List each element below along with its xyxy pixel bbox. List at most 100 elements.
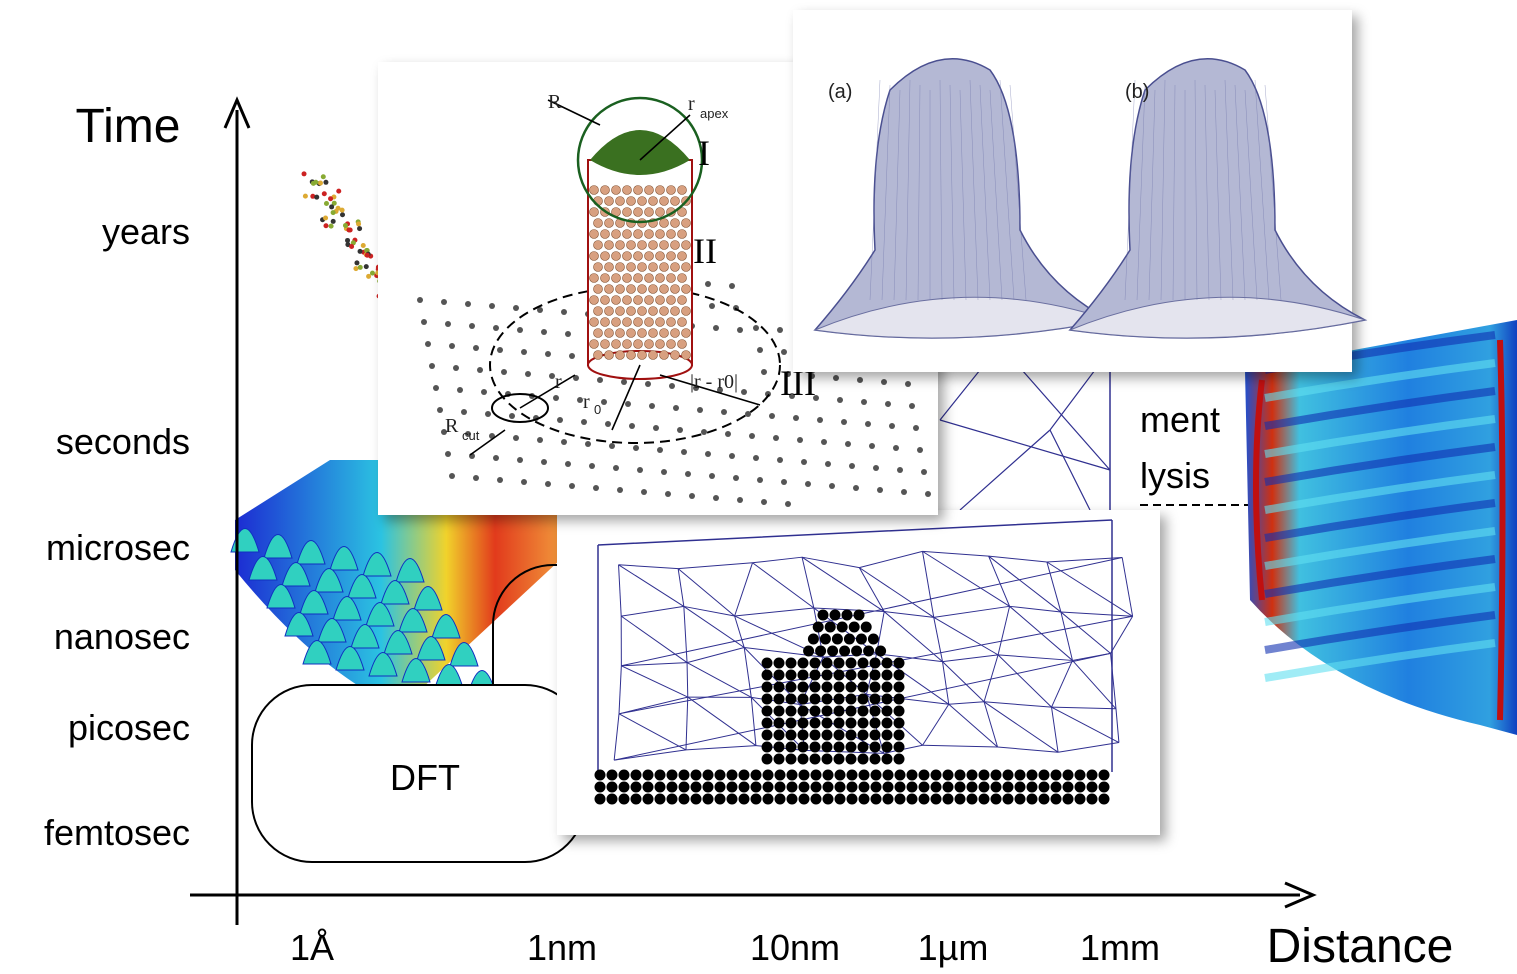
atom (774, 754, 785, 765)
lattice-atom (509, 413, 515, 419)
atom (679, 794, 690, 805)
atom (1075, 782, 1086, 793)
atom (619, 770, 630, 781)
lattice-atom (597, 377, 603, 383)
tip-atom (671, 351, 680, 360)
y-tick-label: years (102, 211, 190, 252)
atom (871, 770, 882, 781)
atom (810, 694, 821, 705)
tip-label: r (583, 391, 590, 413)
lattice-atom (545, 481, 551, 487)
lattice-atom (773, 435, 779, 441)
lattice-atom (797, 437, 803, 443)
atom (762, 694, 773, 705)
atom (786, 718, 797, 729)
lattice-atom (609, 443, 615, 449)
atom (595, 794, 606, 805)
lattice-atom (485, 411, 491, 417)
atom (774, 718, 785, 729)
tip-atom (627, 241, 636, 250)
atom (1087, 770, 1098, 781)
atom (691, 770, 702, 781)
atom (798, 670, 809, 681)
atom (798, 658, 809, 669)
atom (822, 742, 833, 753)
atom (851, 646, 862, 657)
atom (810, 730, 821, 741)
lattice-atom (681, 449, 687, 455)
lattice-atom (705, 451, 711, 457)
lattice-atom (845, 441, 851, 447)
tip-atom (612, 318, 621, 327)
atom (811, 794, 822, 805)
atom (1003, 770, 1014, 781)
tip-atom (634, 208, 643, 217)
lattice-atom (621, 379, 627, 385)
atom (825, 622, 836, 633)
atom (859, 782, 870, 793)
atom (774, 742, 785, 753)
atom (808, 634, 819, 645)
tip-atom (645, 230, 654, 239)
lattice-atom (909, 403, 915, 409)
lattice-atom (709, 473, 715, 479)
tip-atom (590, 186, 599, 195)
x-tick-label: 1nm (527, 927, 597, 968)
atom (364, 264, 369, 269)
atom (1003, 782, 1014, 793)
tip-label: r (688, 93, 695, 115)
atom (931, 770, 942, 781)
atom (822, 670, 833, 681)
tip-atom (656, 318, 665, 327)
tip-atom (605, 351, 614, 360)
atom (354, 260, 359, 265)
tip-atom (649, 263, 658, 272)
lattice-atom (897, 467, 903, 473)
lattice-atom (561, 309, 567, 315)
atom (810, 682, 821, 693)
mesh-edge (687, 663, 688, 697)
tip-atom (590, 230, 599, 239)
atom (643, 782, 654, 793)
lattice-atom (545, 351, 551, 357)
atom (1099, 794, 1110, 805)
tip-atom (612, 252, 621, 261)
tip-atom (671, 263, 680, 272)
atom (863, 646, 874, 657)
tip-atom (623, 208, 632, 217)
tip-atom (671, 329, 680, 338)
lattice-atom (457, 387, 463, 393)
atom (868, 634, 879, 645)
tip-atom (638, 307, 647, 316)
tip-atom (660, 307, 669, 316)
atom (798, 706, 809, 717)
atom (365, 253, 370, 258)
atom (631, 770, 642, 781)
atom (798, 730, 809, 741)
atom (847, 782, 858, 793)
atom (870, 754, 881, 765)
atom (846, 754, 857, 765)
tip-label: apex (700, 106, 729, 121)
atom (847, 794, 858, 805)
lattice-atom (853, 485, 859, 491)
atom (858, 706, 869, 717)
atom (631, 794, 642, 805)
atom (799, 770, 810, 781)
atom (787, 794, 798, 805)
tip-atom (649, 329, 658, 338)
stripe (1500, 340, 1503, 720)
atom (1051, 794, 1062, 805)
atom (943, 794, 954, 805)
atom (762, 706, 773, 717)
tip-atom (634, 340, 643, 349)
lattice-atom (753, 455, 759, 461)
tip-atom (605, 285, 614, 294)
lattice-atom (901, 489, 907, 495)
lattice-atom (585, 441, 591, 447)
atom (323, 180, 328, 185)
atom (919, 782, 930, 793)
atom (846, 706, 857, 717)
atom (895, 794, 906, 805)
lattice-atom (889, 423, 895, 429)
